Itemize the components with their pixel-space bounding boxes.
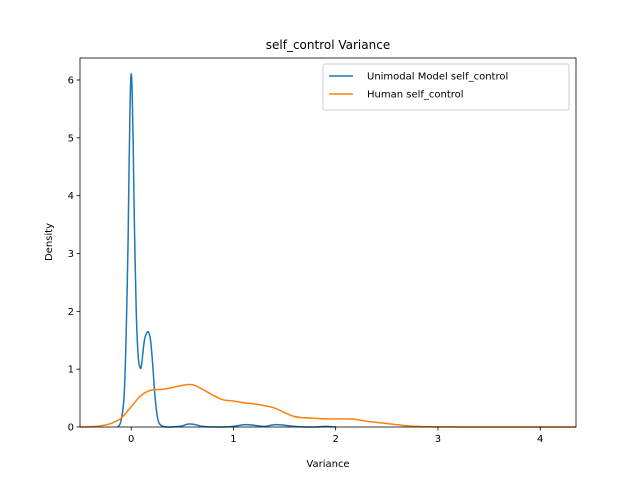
legend-box <box>322 63 570 111</box>
y-tick-label: 0 <box>68 423 74 434</box>
plot-area <box>80 58 576 427</box>
y-tick-label: 2 <box>68 307 74 318</box>
y-tick-label: 6 <box>68 75 74 86</box>
chart-title: self_control Variance <box>266 38 390 52</box>
legend-label: Unimodal Model self_control <box>367 72 508 83</box>
y-tick-label: 4 <box>68 191 74 202</box>
x-tick-label: 1 <box>230 434 236 445</box>
series-line-1 <box>117 73 336 428</box>
x-tick-label: 4 <box>537 434 543 445</box>
y-tick-label: 3 <box>68 249 74 260</box>
legend: Unimodal Model self_control Human self_co… <box>322 63 570 111</box>
legend-label: Human self_control <box>367 90 464 101</box>
x-tick-label: 2 <box>332 434 338 445</box>
plot-frame <box>79 57 577 428</box>
legend-items: Unimodal Model self_control Human self_co… <box>329 72 508 101</box>
y-tick-label: 1 <box>68 365 74 376</box>
x-tick-label: 3 <box>435 434 441 445</box>
x-axis: 0 1 2 3 4 <box>128 427 543 445</box>
x-axis-label: Variance <box>306 459 349 470</box>
x-tick-label: 0 <box>128 434 134 445</box>
y-axis-label: Density <box>44 223 55 261</box>
y-axis: 0 1 2 3 4 5 6 <box>68 75 80 434</box>
y-tick-label: 5 <box>68 133 74 144</box>
